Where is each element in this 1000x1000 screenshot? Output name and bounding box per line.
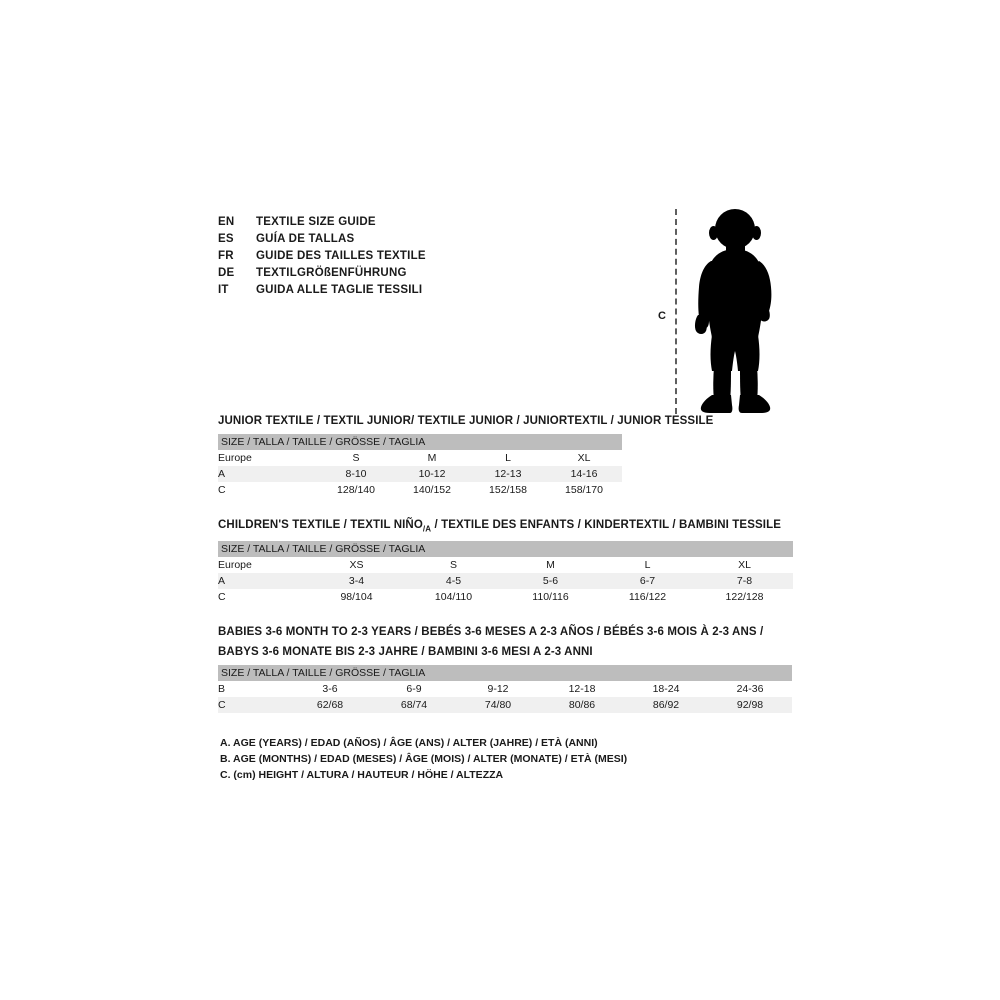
table-cell: 6-7 bbox=[599, 573, 696, 590]
junior-size-table: SIZE / TALLA / TAILLE / GRÖSSE / TAGLIA … bbox=[218, 434, 622, 498]
language-code-en: EN bbox=[218, 216, 235, 228]
table-cell: XS bbox=[308, 557, 405, 574]
children-size-table: SIZE / TALLA / TAILLE / GRÖSSE / TAGLIA … bbox=[218, 541, 793, 606]
table-row: A 8-10 10-12 12-13 14-16 bbox=[218, 466, 622, 482]
child-silhouette-icon bbox=[694, 209, 772, 413]
table-cell: 140/152 bbox=[394, 482, 470, 498]
table-cell: 10-12 bbox=[394, 466, 470, 482]
table-cell: 4-5 bbox=[405, 573, 502, 590]
row-label: A bbox=[218, 573, 308, 590]
row-label: B bbox=[218, 681, 288, 697]
table-cell: 80/86 bbox=[540, 697, 624, 713]
table-cell: 5-6 bbox=[502, 573, 599, 590]
row-label: C bbox=[218, 482, 318, 498]
junior-size-header: SIZE / TALLA / TAILLE / GRÖSSE / TAGLIA bbox=[218, 434, 622, 450]
table-cell: M bbox=[502, 557, 599, 574]
language-row-de: DE TEXTILGRÖßENFÜHRUNG bbox=[218, 267, 648, 284]
table-row: Europe XS S M L XL bbox=[218, 557, 793, 574]
legend-notes: A. AGE (YEARS) / EDAD (AÑOS) / ÂGE (ANS)… bbox=[220, 735, 627, 783]
language-text-de: TEXTILGRÖßENFÜHRUNG bbox=[256, 267, 407, 279]
height-measure-figure: C bbox=[650, 205, 810, 420]
row-label: Europe bbox=[218, 450, 318, 466]
table-cell: 158/170 bbox=[546, 482, 622, 498]
section-babies-textile: BABIES 3-6 MONTH TO 2-3 YEARS / BEBÉS 3-… bbox=[218, 625, 792, 713]
table-cell: L bbox=[470, 450, 546, 466]
table-cell: 68/74 bbox=[372, 697, 456, 713]
row-label: C bbox=[218, 589, 308, 606]
table-header-row: SIZE / TALLA / TAILLE / GRÖSSE / TAGLIA bbox=[218, 434, 622, 450]
table-cell: XL bbox=[696, 557, 793, 574]
language-text-it: GUIDA ALLE TAGLIE TESSILI bbox=[256, 284, 423, 296]
legend-note-b: B. AGE (MONTHS) / EDAD (MESES) / ÂGE (MO… bbox=[220, 753, 628, 765]
table-cell: 116/122 bbox=[599, 589, 696, 606]
table-cell: 152/158 bbox=[470, 482, 546, 498]
table-cell: 18-24 bbox=[624, 681, 708, 697]
language-header-block: EN TEXTILE SIZE GUIDE ES GUÍA DE TALLAS … bbox=[218, 216, 648, 301]
table-cell: 12-13 bbox=[470, 466, 546, 482]
language-text-fr: GUIDE DES TAILLES TEXTILE bbox=[256, 250, 426, 262]
legend-note-c: C. (cm) HEIGHT / ALTURA / HAUTEUR / HÖHE… bbox=[220, 769, 504, 781]
height-measure-label: C bbox=[658, 310, 666, 322]
table-cell: 110/116 bbox=[502, 589, 599, 606]
table-cell: 74/80 bbox=[456, 697, 540, 713]
table-cell: 122/128 bbox=[696, 589, 793, 606]
table-row: C 62/68 68/74 74/80 80/86 86/92 92/98 bbox=[218, 697, 792, 713]
row-label: Europe bbox=[218, 557, 308, 574]
table-cell: 14-16 bbox=[546, 466, 622, 482]
table-row: C 98/104 104/110 110/116 116/122 122/128 bbox=[218, 589, 793, 606]
language-text-es: GUÍA DE TALLAS bbox=[256, 233, 355, 245]
language-code-it: IT bbox=[218, 284, 229, 296]
babies-size-header: SIZE / TALLA / TAILLE / GRÖSSE / TAGLIA bbox=[218, 665, 792, 681]
babies-size-table: SIZE / TALLA / TAILLE / GRÖSSE / TAGLIA … bbox=[218, 665, 792, 713]
row-label: A bbox=[218, 466, 318, 482]
table-row: Europe S M L XL bbox=[218, 450, 622, 466]
table-cell: 12-18 bbox=[540, 681, 624, 697]
children-section-title: CHILDREN'S TEXTILE / TEXTIL NIÑO/A / TEX… bbox=[218, 518, 793, 536]
language-row-fr: FR GUIDE DES TAILLES TEXTILE bbox=[218, 250, 648, 267]
babies-section-title-line1: BABIES 3-6 MONTH TO 2-3 YEARS / BEBÉS 3-… bbox=[218, 626, 764, 638]
table-cell: 9-12 bbox=[456, 681, 540, 697]
table-cell: 3-4 bbox=[308, 573, 405, 590]
language-code-es: ES bbox=[218, 233, 234, 245]
section-junior-textile: JUNIOR TEXTILE / TEXTIL JUNIOR/ TEXTILE … bbox=[218, 414, 713, 498]
table-cell: 98/104 bbox=[308, 589, 405, 606]
language-code-fr: FR bbox=[218, 250, 234, 262]
table-header-row: SIZE / TALLA / TAILLE / GRÖSSE / TAGLIA bbox=[218, 541, 793, 558]
table-cell: 7-8 bbox=[696, 573, 793, 590]
legend-note-a: A. AGE (YEARS) / EDAD (AÑOS) / ÂGE (ANS)… bbox=[220, 737, 598, 749]
table-cell: S bbox=[405, 557, 502, 574]
junior-section-title: JUNIOR TEXTILE / TEXTIL JUNIOR/ TEXTILE … bbox=[218, 415, 714, 427]
table-cell: 24-36 bbox=[708, 681, 792, 697]
section-children-textile: CHILDREN'S TEXTILE / TEXTIL NIÑO/A / TEX… bbox=[218, 518, 793, 606]
table-row: A 3-4 4-5 5-6 6-7 7-8 bbox=[218, 573, 793, 590]
language-row-es: ES GUÍA DE TALLAS bbox=[218, 233, 648, 250]
children-size-header: SIZE / TALLA / TAILLE / GRÖSSE / TAGLIA bbox=[218, 541, 793, 558]
table-cell: 3-6 bbox=[288, 681, 372, 697]
babies-section-title-line2: BABYS 3-6 MONATE BIS 2-3 JAHRE / BAMBINI… bbox=[218, 646, 593, 658]
table-cell: XL bbox=[546, 450, 622, 466]
children-title-subscript: /A bbox=[422, 524, 432, 534]
table-row: B 3-6 6-9 9-12 12-18 18-24 24-36 bbox=[218, 681, 792, 697]
table-cell: 8-10 bbox=[318, 466, 394, 482]
table-cell: 128/140 bbox=[318, 482, 394, 498]
table-cell: M bbox=[394, 450, 470, 466]
table-cell: L bbox=[599, 557, 696, 574]
table-cell: 92/98 bbox=[708, 697, 792, 713]
language-row-en: EN TEXTILE SIZE GUIDE bbox=[218, 216, 648, 233]
children-title-post: / TEXTILE DES ENFANTS / KINDERTEXTIL / B… bbox=[431, 519, 782, 531]
height-dashed-line bbox=[675, 209, 677, 414]
children-title-pre: CHILDREN'S TEXTILE / TEXTIL NIÑO bbox=[218, 519, 423, 531]
table-cell: S bbox=[318, 450, 394, 466]
language-row-it: IT GUIDA ALLE TAGLIE TESSILI bbox=[218, 284, 648, 301]
table-cell: 6-9 bbox=[372, 681, 456, 697]
table-row: C 128/140 140/152 152/158 158/170 bbox=[218, 482, 622, 498]
table-cell: 104/110 bbox=[405, 589, 502, 606]
table-header-row: SIZE / TALLA / TAILLE / GRÖSSE / TAGLIA bbox=[218, 665, 792, 681]
row-label: C bbox=[218, 697, 288, 713]
table-cell: 62/68 bbox=[288, 697, 372, 713]
language-text-en: TEXTILE SIZE GUIDE bbox=[256, 216, 376, 228]
language-code-de: DE bbox=[218, 267, 235, 279]
table-cell: 86/92 bbox=[624, 697, 708, 713]
